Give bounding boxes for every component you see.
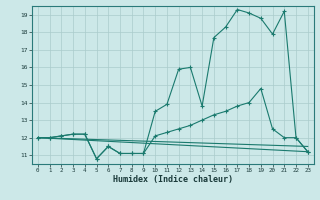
X-axis label: Humidex (Indice chaleur): Humidex (Indice chaleur) [113, 175, 233, 184]
